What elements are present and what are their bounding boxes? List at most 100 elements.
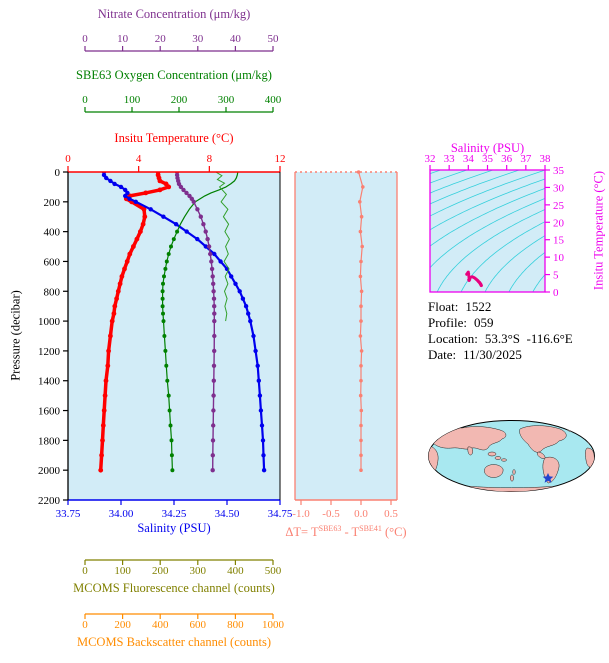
tick-label: 400	[44, 227, 61, 239]
fluorescence-curve	[215, 172, 230, 322]
tick-label: 34.75	[268, 508, 293, 520]
tick-label: 300	[218, 94, 235, 106]
tick-label: 5	[553, 270, 559, 282]
pressure-axis-title: Pressure (decibar)	[8, 290, 23, 381]
tick-label: 4	[136, 153, 142, 165]
tick-label: 800	[227, 619, 244, 631]
delta-t-label-sup2: SBE41	[359, 524, 382, 533]
fluorescence-axis-title: MCOMS Fluorescence channel (counts)	[73, 581, 275, 595]
tick-label: 33.75	[56, 508, 81, 520]
tick-label: 400	[227, 565, 244, 577]
profile-number-value: 059	[474, 315, 494, 330]
tick-label: 40	[230, 33, 242, 45]
world-map	[428, 420, 595, 492]
tick-label: 100	[114, 565, 131, 577]
tick-label: 36	[501, 153, 513, 165]
float-id-value: 1522	[465, 299, 492, 314]
tick-label: 400	[265, 94, 282, 106]
location-label: Location:	[428, 331, 478, 346]
tick-label: 1200	[38, 346, 61, 358]
delta-t-label-sup1: SBE63	[318, 524, 342, 533]
tick-label: -1.0	[292, 508, 310, 520]
profile-number-row: Profile: 059	[428, 315, 573, 331]
tick-label: 35	[553, 165, 565, 177]
delta-t-label-prefix: ΔT= T	[285, 525, 319, 540]
tick-label: 37	[520, 153, 532, 165]
tick-label: 20	[553, 217, 565, 229]
tick-label: 0	[82, 94, 88, 106]
tick-label: 1000	[262, 619, 285, 631]
tick-label: 50	[268, 33, 280, 45]
tick-label: 30	[553, 182, 565, 194]
location-row: Location: 53.3°S -116.6°E	[428, 331, 573, 347]
float-info: Float: 1522 Profile: 059 Location: 53.3°S -…	[428, 299, 573, 363]
tick-label: 1000	[38, 316, 61, 328]
tick-label: 0	[82, 619, 88, 631]
tick-label: 32	[425, 153, 436, 165]
tick-label: 1800	[38, 435, 61, 447]
tick-label: 34.00	[109, 508, 134, 520]
tick-label: 300	[190, 565, 207, 577]
tick-label: 0	[553, 287, 559, 299]
tick-label: 500	[265, 565, 282, 577]
tick-label: 400	[152, 619, 169, 631]
delta-t-label-mid: - T	[341, 525, 360, 540]
temperature-axis-title: Insitu Temperature (°C)	[114, 131, 234, 145]
nitrate-axis-title: Nitrate Concentration (μm/kg)	[97, 7, 251, 21]
float-id-label: Float:	[428, 299, 459, 314]
oxygen-axis-title: SBE63 Oxygen Concentration (μm/kg)	[76, 68, 272, 82]
density-contours	[430, 170, 545, 292]
salinity-axis-title: Salinity (PSU)	[137, 521, 211, 535]
ts-curve	[465, 270, 483, 288]
location-value: 53.3°S -116.6°E	[484, 331, 573, 346]
tick-label: 34.50	[215, 508, 240, 520]
tick-label: 0	[55, 167, 61, 179]
tick-label: 0	[82, 565, 88, 577]
date-label: Date:	[428, 347, 457, 362]
tick-label: 0	[65, 153, 71, 165]
tick-label: 800	[44, 286, 61, 298]
tick-label: 2200	[38, 495, 61, 507]
float-location-star	[542, 473, 554, 483]
tick-label: 200	[171, 94, 188, 106]
tick-label: 100	[124, 94, 141, 106]
tick-label: 12	[275, 153, 286, 165]
tick-label: 1600	[38, 406, 61, 418]
delta-t-plot-area	[295, 172, 397, 500]
tick-label: 2000	[38, 465, 61, 477]
tick-label: -0.5	[322, 508, 340, 520]
tick-label: 1400	[38, 376, 61, 388]
tick-label: 38	[540, 153, 552, 165]
date-row: Date: 11/30/2025	[428, 347, 573, 363]
float-id-row: Float: 1522	[428, 299, 573, 315]
tick-label: 200	[114, 619, 131, 631]
tick-label: 0.5	[384, 508, 398, 520]
tick-label: 34	[463, 153, 475, 165]
tick-label: 600	[190, 619, 207, 631]
ts-temperature-axis-title: Insitu Temperature (°C)	[591, 170, 606, 291]
backscatter-axis-title: MCOMS Backscatter channel (counts)	[76, 635, 272, 649]
tick-label: 20	[155, 33, 167, 45]
date-value: 11/30/2025	[463, 347, 522, 362]
tick-label: 8	[207, 153, 213, 165]
profile-curves	[98, 172, 267, 473]
tick-label: 30	[192, 33, 204, 45]
tick-label: 0	[82, 33, 88, 45]
ts-salinity-axis-title: Salinity (PSU)	[450, 141, 525, 155]
tick-label: 200	[152, 565, 169, 577]
main-plot-area	[68, 172, 280, 500]
delta-t-label-suffix: (°C)	[381, 525, 407, 540]
tick-label: 34.25	[162, 508, 187, 520]
tick-label: 600	[44, 256, 61, 268]
delta-t-axis-title: ΔT= TSBE63 - TSBE41 (°C)	[256, 521, 436, 540]
tick-label: 10	[553, 252, 565, 264]
tick-label: 200	[44, 197, 61, 209]
profile-number-label: Profile:	[428, 315, 467, 330]
tick-label: 33	[444, 153, 456, 165]
tick-label: 10	[117, 33, 129, 45]
tick-label: 15	[553, 235, 565, 247]
tick-label: 0.0	[354, 508, 368, 520]
tick-label: 25	[553, 200, 565, 212]
